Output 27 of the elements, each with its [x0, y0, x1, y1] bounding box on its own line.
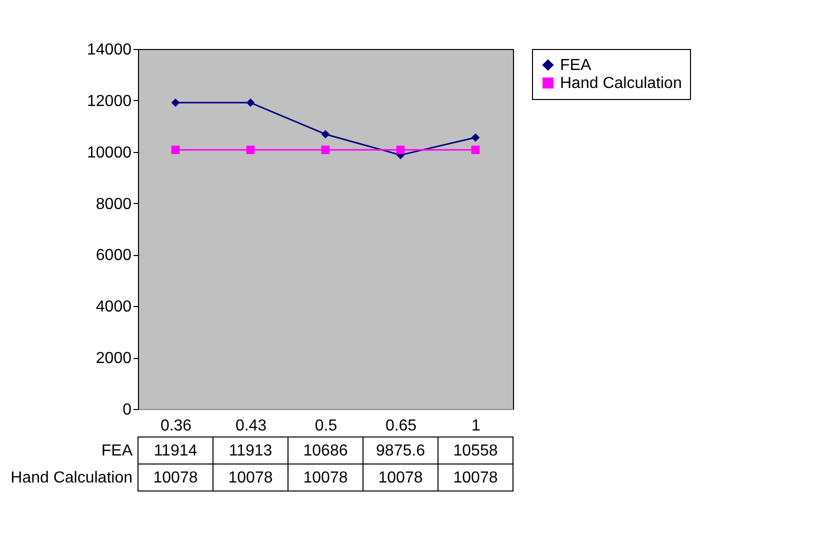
x-tick-label: 1 — [472, 418, 481, 434]
x-tick-label: 0.36 — [160, 418, 192, 434]
text: Hand Calculation — [10, 470, 132, 486]
data-label: 10686 — [303, 442, 348, 460]
data-label: 11913 — [228, 442, 272, 460]
y-tick-label: 0 — [122, 402, 132, 418]
x-tick-label: 0.65 — [385, 418, 417, 434]
y-tick-label: 10000 — [87, 144, 132, 162]
data-label: 10078 — [228, 470, 273, 486]
y-tick-label: 12000 — [87, 92, 132, 110]
y-tick-label: 8000 — [96, 196, 132, 213]
data-label: 11914 — [154, 442, 198, 460]
text: FEA — [101, 442, 132, 460]
x-tick-label: 0.5 — [314, 418, 338, 434]
legend-label: Hand Calculation — [560, 75, 682, 92]
data-label: 10078 — [453, 470, 498, 486]
data-label: 10078 — [153, 470, 198, 486]
legend-label: FEA — [560, 57, 592, 74]
data-label: 10078 — [303, 470, 348, 486]
x-tick-label: 0.43 — [235, 418, 267, 434]
data-label: 10078 — [378, 470, 423, 486]
data-label: 9875.6 — [376, 442, 426, 460]
y-tick-label: 2000 — [96, 350, 132, 368]
y-tick-label: 14000 — [87, 42, 132, 58]
y-tick-label: 4000 — [96, 298, 132, 316]
y-tick-label: 6000 — [96, 247, 132, 264]
data-label: 10558 — [453, 442, 498, 460]
